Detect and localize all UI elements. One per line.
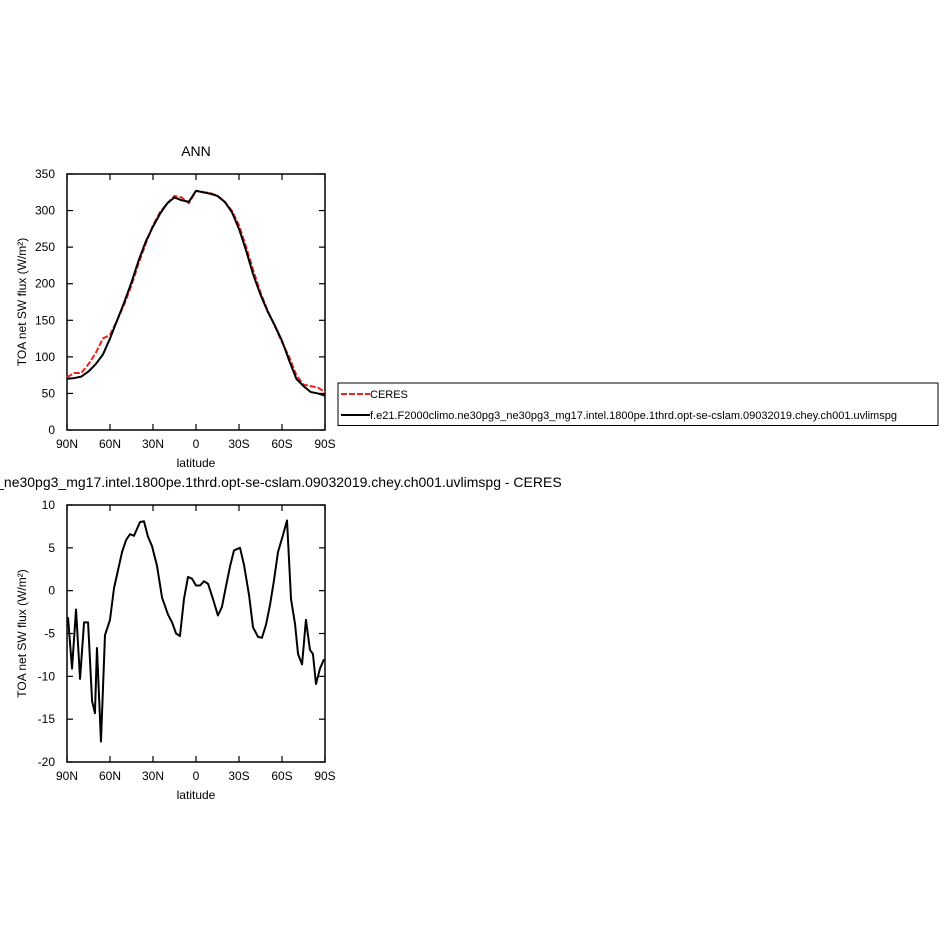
legend-label: f.e21.F2000climo.ne30pg3_ne30pg3_mg17.in… [370,410,897,422]
x-tick-label: 60N [99,437,121,451]
y-tick-label: 250 [35,240,55,254]
x-tick-label: 60N [99,769,121,783]
x-tick-label: 60S [271,769,292,783]
data-line [66,189,326,397]
data-line [67,519,325,743]
x-tick-label: 60S [271,437,292,451]
x-axis-label: latitude [177,456,216,470]
y-tick-label: -10 [38,669,56,683]
x-tick-label: 90S [314,437,335,451]
legend-box [337,382,939,426]
y-tick-label: -15 [38,712,56,726]
x-axis-label: latitude [177,788,216,802]
y-tick-label: 300 [35,204,55,218]
y-tick-label: 350 [35,167,55,181]
y-axis-label: TOA net SW flux (W/m²) [15,238,29,366]
chart-title: f.e21.F2000climo.ne30pg3_ne30pg3_mg17.in… [0,474,562,490]
x-tick-label: 90N [56,769,78,783]
y-tick-label: 10 [42,498,56,512]
chart-title: ANN [181,143,211,159]
x-tick-label: 30S [228,769,249,783]
x-tick-label: 0 [193,437,200,451]
y-tick-label: 0 [48,584,55,598]
y-axis-label: TOA net SW flux (W/m²) [15,569,29,697]
x-tick-label: 90N [56,437,78,451]
y-tick-label: 0 [48,423,55,437]
plot-frame [66,173,326,431]
y-tick-label: -5 [44,627,55,641]
x-tick-label: 30N [142,769,164,783]
x-tick-label: 30S [228,437,249,451]
y-tick-label: 150 [35,313,55,327]
legend-label: CERES [370,389,408,401]
y-tick-label: 5 [48,541,55,555]
y-tick-label: 200 [35,277,55,291]
x-tick-label: 30N [142,437,164,451]
x-tick-label: 90S [314,769,335,783]
x-tick-label: 0 [193,769,200,783]
y-tick-label: 50 [42,386,56,400]
data-line [66,189,326,393]
y-tick-label: -20 [38,755,56,769]
y-tick-label: 100 [35,350,55,364]
